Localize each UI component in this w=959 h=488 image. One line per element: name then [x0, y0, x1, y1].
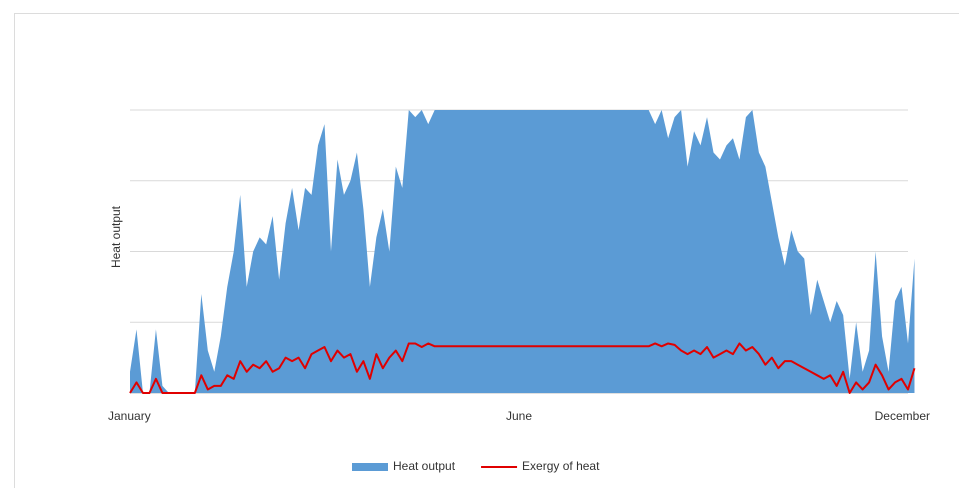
legend-swatch: [352, 463, 388, 471]
frame: [14, 13, 959, 488]
legend-label: Heat output: [393, 459, 456, 473]
x-tick-label: December: [875, 409, 930, 423]
exergy-line: [129, 342, 916, 394]
x-tick-label: January: [108, 409, 151, 423]
y-axis-label: Heat output: [109, 205, 123, 268]
x-tick-label: June: [506, 409, 532, 423]
heat-area: [130, 110, 915, 393]
legend-label: Exergy of heat: [522, 459, 600, 473]
